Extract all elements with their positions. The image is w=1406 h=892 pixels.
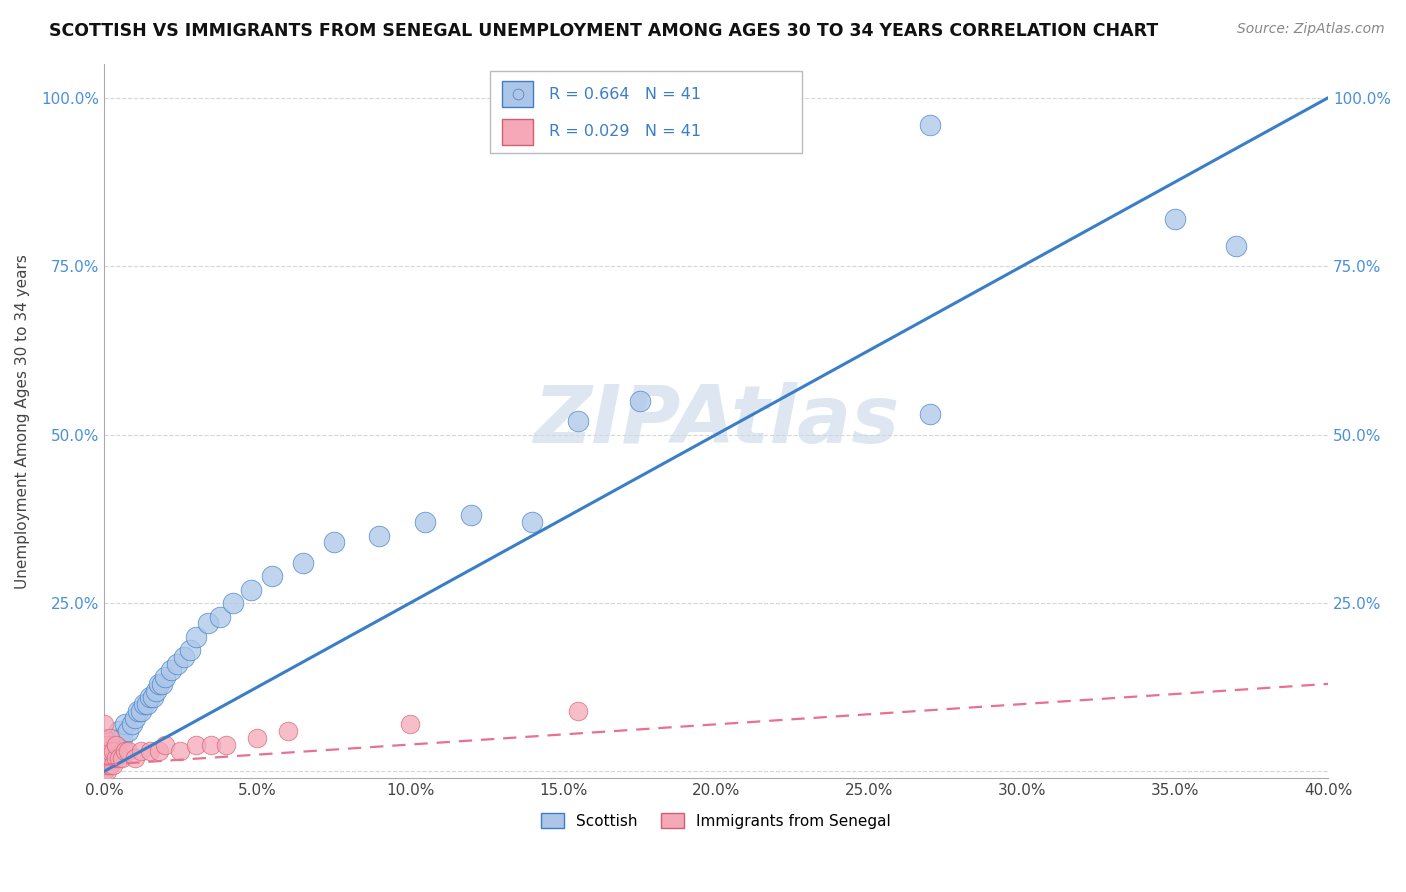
Legend: Scottish, Immigrants from Senegal: Scottish, Immigrants from Senegal <box>536 807 897 835</box>
Point <box>127 704 149 718</box>
Point <box>415 515 437 529</box>
Point <box>291 556 314 570</box>
Point <box>105 751 128 765</box>
Point <box>124 751 146 765</box>
Point <box>114 744 136 758</box>
Point <box>184 630 207 644</box>
Point <box>93 717 115 731</box>
Point <box>567 704 589 718</box>
Point <box>108 731 131 745</box>
Point <box>215 738 238 752</box>
Point <box>105 738 128 752</box>
Point <box>166 657 188 671</box>
Point <box>460 508 482 523</box>
Point <box>98 744 121 758</box>
Point <box>262 569 284 583</box>
Point <box>124 710 146 724</box>
Point <box>135 697 157 711</box>
Point <box>1164 212 1187 227</box>
Point <box>111 751 134 765</box>
Point <box>117 744 139 758</box>
Point <box>93 751 115 765</box>
Point <box>96 757 118 772</box>
Point <box>132 697 155 711</box>
Point <box>628 393 651 408</box>
Point <box>153 738 176 752</box>
Point <box>93 738 115 752</box>
Point <box>399 717 422 731</box>
Point <box>142 690 165 705</box>
Point <box>1378 751 1400 765</box>
Point <box>93 731 115 745</box>
Point <box>96 744 118 758</box>
Point <box>129 744 152 758</box>
Point <box>96 751 118 765</box>
Point <box>93 764 115 779</box>
Point <box>139 690 162 705</box>
Point <box>139 744 162 758</box>
Point <box>1225 239 1247 253</box>
Point <box>148 677 170 691</box>
Point <box>239 582 262 597</box>
Point <box>114 717 136 731</box>
Point <box>920 408 942 422</box>
Point <box>221 596 243 610</box>
Point <box>93 757 115 772</box>
Text: Source: ZipAtlas.com: Source: ZipAtlas.com <box>1237 22 1385 37</box>
Point <box>179 643 201 657</box>
Point <box>920 118 942 132</box>
Text: ZIPAtlas: ZIPAtlas <box>533 382 900 460</box>
Point <box>96 738 118 752</box>
Point <box>246 731 269 745</box>
Point <box>101 757 124 772</box>
Point <box>184 738 207 752</box>
Y-axis label: Unemployment Among Ages 30 to 34 years: Unemployment Among Ages 30 to 34 years <box>15 253 30 589</box>
Point <box>96 764 118 779</box>
Point <box>277 724 299 739</box>
Point <box>108 724 131 739</box>
Point <box>101 738 124 752</box>
Point <box>129 704 152 718</box>
Point <box>148 744 170 758</box>
Point <box>173 649 195 664</box>
Point <box>93 751 115 765</box>
Point <box>200 738 222 752</box>
Point <box>98 757 121 772</box>
Point <box>98 744 121 758</box>
Point <box>117 724 139 739</box>
Point <box>93 744 115 758</box>
Point <box>209 609 232 624</box>
Point <box>197 616 219 631</box>
Point <box>121 717 143 731</box>
Point <box>567 414 589 428</box>
Point <box>169 744 191 758</box>
Point <box>98 751 121 765</box>
Point <box>150 677 173 691</box>
Point <box>101 744 124 758</box>
Point <box>96 751 118 765</box>
Point <box>93 764 115 779</box>
Point <box>145 683 167 698</box>
Point <box>153 670 176 684</box>
Point <box>93 764 115 779</box>
Point <box>368 529 391 543</box>
Text: SCOTTISH VS IMMIGRANTS FROM SENEGAL UNEMPLOYMENT AMONG AGES 30 TO 34 YEARS CORRE: SCOTTISH VS IMMIGRANTS FROM SENEGAL UNEM… <box>49 22 1159 40</box>
Point <box>98 731 121 745</box>
Point <box>108 751 131 765</box>
Point <box>160 664 183 678</box>
Point <box>105 744 128 758</box>
Point <box>111 731 134 745</box>
Point <box>93 757 115 772</box>
Point <box>322 535 344 549</box>
Point <box>522 515 544 529</box>
